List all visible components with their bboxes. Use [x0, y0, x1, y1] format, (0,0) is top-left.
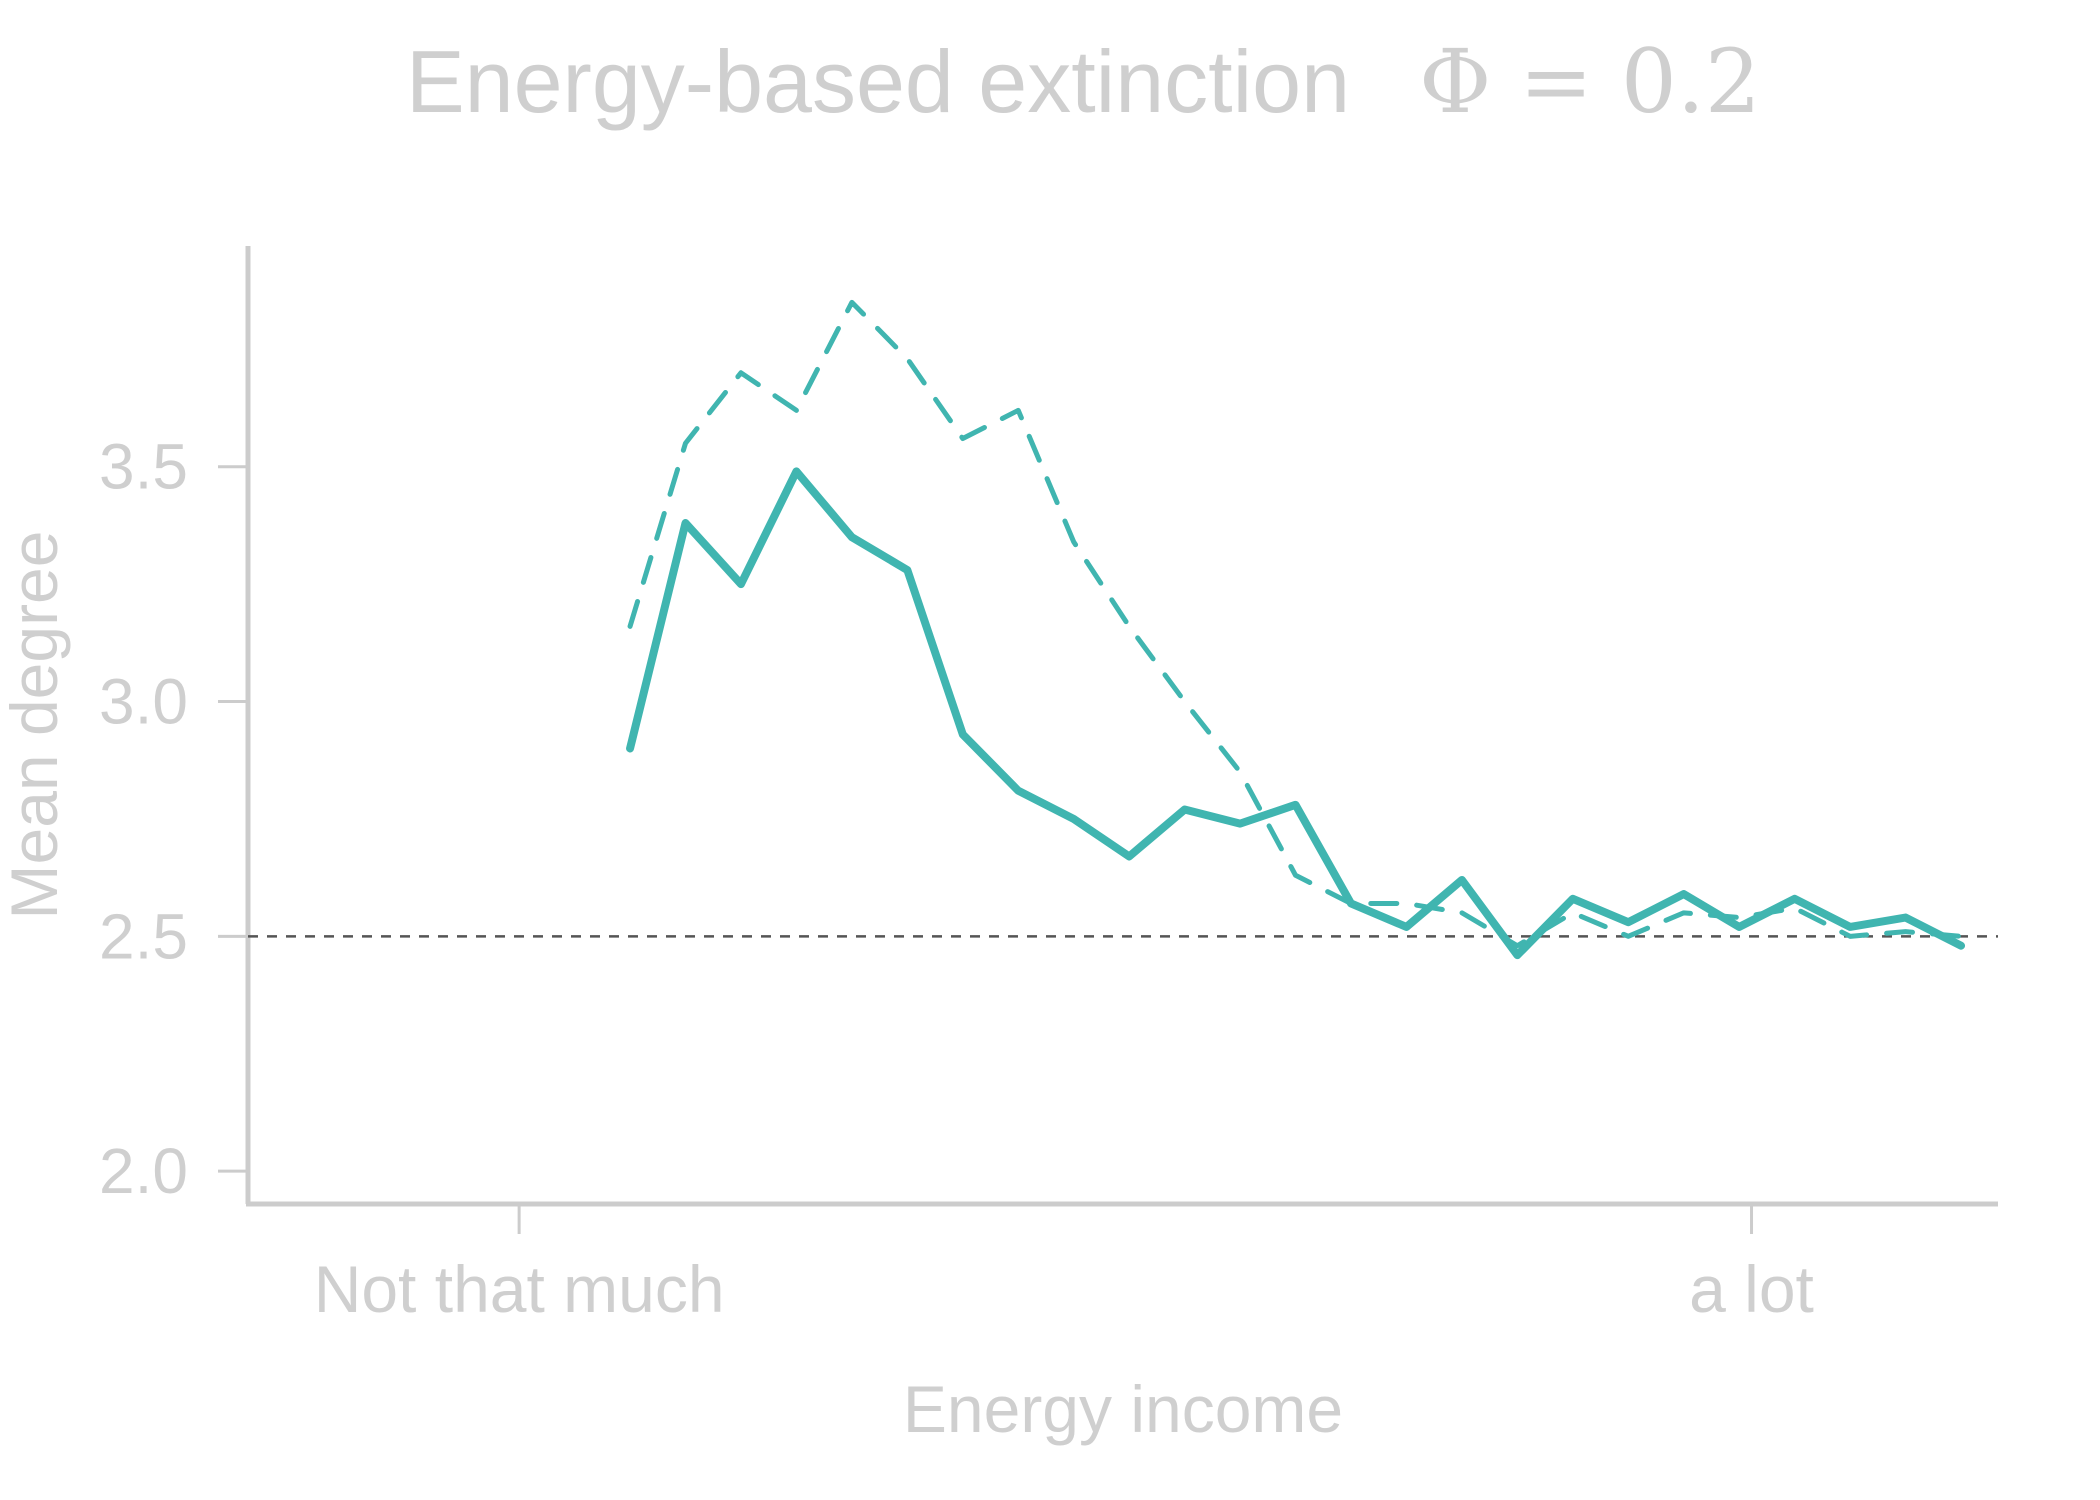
y-tick-label: 3.5 — [99, 431, 188, 503]
x-axis-label: Energy income — [903, 1372, 1343, 1446]
y-ticks: 2.0 2.5 3.0 3.5 — [99, 431, 248, 1207]
y-tick-label: 2.5 — [99, 900, 188, 972]
chart-title: Energy-based extinction — [406, 32, 1350, 131]
y-axis-label: Mean degree — [0, 531, 71, 920]
series-line-dashed — [627, 299, 1964, 949]
series-group — [626, 299, 1966, 960]
x-ticks: Not that much a lot — [314, 1204, 1814, 1326]
y-tick-label: 3.0 — [99, 666, 188, 738]
x-tick-label: a lot — [1689, 1252, 1814, 1326]
series-line-solid — [626, 467, 1966, 960]
x-tick-label: Not that much — [314, 1252, 725, 1326]
chart-title-parameter: Φ = 0.2 — [1419, 30, 1761, 133]
y-tick-label: 2.0 — [99, 1135, 188, 1207]
